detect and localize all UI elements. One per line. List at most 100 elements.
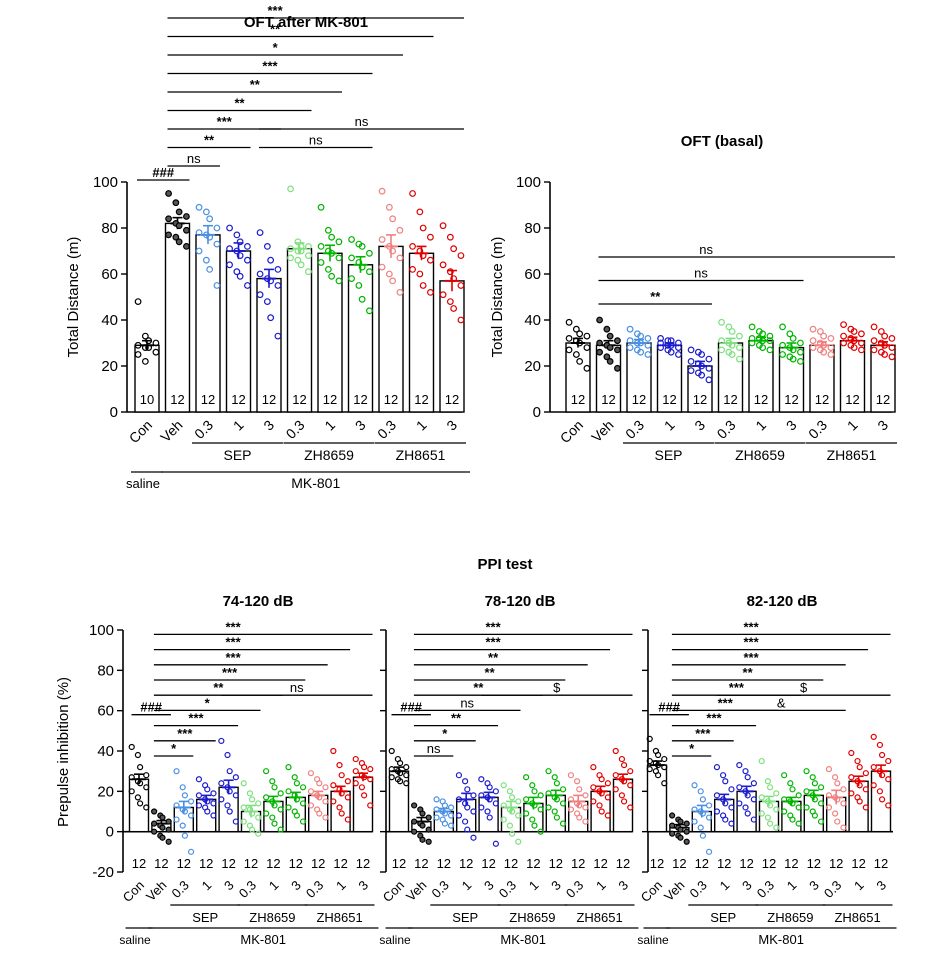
ppi_82-n-label: 12 [851, 856, 865, 871]
oft_after_mk801-data-point [358, 295, 366, 303]
oft_after_mk801-data-point [195, 247, 203, 255]
oft_after_mk801-saline-label: saline [126, 476, 160, 491]
oft-basal-title: OFT (basal) [681, 133, 764, 150]
oft_after_mk801-data-point [457, 282, 465, 289]
ppi_78-data-point [455, 772, 463, 779]
ppi_74-data-point [195, 776, 203, 783]
ppi_82-category-label: 3 [739, 878, 755, 894]
ppi-74-title: 74-120 dB [223, 593, 294, 610]
oft_basal-data-point [736, 332, 743, 340]
ppi_82-data-point [705, 814, 713, 821]
ppi_78-group-label-zh8651: ZH8651 [576, 910, 622, 925]
oft_after_mk801-data-point [305, 252, 312, 260]
oft_after_mk801-data-point [389, 215, 397, 223]
ppi_78-data-point [464, 804, 471, 811]
ppi_82-data-point [654, 751, 662, 759]
ppi_78-data-point [470, 834, 477, 841]
ppi_82-data-point [840, 800, 847, 807]
ppi_74-data-point [263, 810, 270, 817]
oft_after_mk801-data-point [206, 215, 214, 223]
oft_after_mk801-data-point [409, 242, 416, 250]
ppi_78-data-point [598, 776, 605, 783]
oft_after_mk801-data-point [450, 275, 458, 283]
ppi_82-data-point [764, 778, 772, 785]
oft_after_mk801-data-point [294, 247, 302, 255]
ppi_78-data-point [433, 796, 440, 803]
oft_basal-group-label-zh8659: ZH8659 [735, 447, 785, 463]
ppi_78-data-point [598, 808, 605, 815]
ppi_78-data-point [455, 812, 463, 819]
ppi_78-bar [478, 796, 499, 833]
oft_after_mk801-data-point [409, 190, 416, 197]
oft_basal-data-point [748, 335, 756, 342]
ppi_78-data-point [508, 794, 516, 801]
oft_after_mk801-significance-label: *** [262, 59, 278, 74]
ppi_74-category-label: Veh [143, 878, 169, 904]
oft_basal-data-point [596, 339, 603, 347]
ppi_78-category-label: 1 [459, 878, 475, 894]
oft_basal-data-point [858, 346, 865, 354]
oft_after_mk801-data-point [328, 233, 336, 241]
ppi_74-category-label: 0.3 [303, 878, 326, 901]
ppi_78-saline-label: saline [379, 933, 411, 947]
ppi_78-data-point [403, 780, 410, 787]
oft_basal-data-point [858, 339, 865, 347]
oft_after_mk801-significance-label: ### [152, 165, 174, 180]
ppi_78-data-point [425, 838, 432, 845]
oft_after_mk801-data-point [206, 266, 214, 273]
oft_after_mk801-data-point [141, 332, 149, 340]
ppi_82-data-point [728, 804, 735, 811]
oft_basal-data-point [596, 348, 603, 356]
oft_basal-category-label: 3 [783, 417, 800, 434]
ppi_78-data-point [559, 786, 567, 793]
ppi_74-data-point [187, 848, 195, 855]
oft_basal-data-point [705, 364, 713, 372]
ppi_74-significance-label: ### [140, 700, 162, 715]
oft_after_mk801-significance-label: ** [250, 77, 261, 92]
ppi_74-data-point [291, 774, 298, 781]
ppi_82-data-point [758, 794, 765, 801]
ppi_82-data-point [789, 816, 796, 823]
ppi_82-n-label: 12 [784, 856, 798, 871]
oft_after_mk801-data-point [141, 344, 149, 352]
oft_after_mk801-n-label: 12 [201, 392, 215, 407]
ppi_78-data-point [396, 778, 404, 785]
oft_basal-data-point [840, 321, 847, 329]
ppi_74-category-label: 0.3 [169, 878, 192, 901]
oft_basal-data-point [797, 339, 804, 347]
oft_basal-data-point [820, 341, 828, 349]
ppi_82-data-point [766, 820, 774, 827]
ppi_78-data-point [478, 776, 485, 783]
ppi_78-data-point [620, 762, 628, 769]
ppi_74-data-point [269, 814, 276, 821]
oft_after_mk801-data-point [450, 245, 458, 253]
oft_basal-n-label: 12 [632, 392, 646, 407]
ppi_78-data-point [419, 822, 426, 829]
oft_after_mk801-ytick-label: 80 [101, 220, 118, 237]
oft_after_mk801-data-point [195, 229, 203, 237]
ppi_74-data-point [165, 826, 172, 833]
ppi_82-data-point [691, 782, 698, 789]
ppi_82-data-point [654, 762, 662, 769]
ppi_78-data-point [574, 778, 581, 785]
oft_basal-data-point [766, 332, 774, 340]
ppi_74-data-point [352, 768, 359, 775]
oft_basal-data-point [565, 335, 573, 342]
ppi_74-data-point [173, 816, 180, 823]
ppi_74-data-point [232, 818, 239, 825]
oft_after_mk801-data-point [348, 275, 355, 283]
oft_after_mk801-data-point [165, 231, 172, 239]
ppi_82-data-point [885, 776, 892, 783]
oft_after_mk801-data-point [416, 208, 424, 216]
oft_basal-data-point [840, 339, 847, 347]
ppi_78-data-point [627, 768, 634, 775]
ppi_82-data-point [781, 808, 788, 815]
ppi_74-data-point [224, 751, 231, 759]
ppi_74-bar [308, 794, 329, 833]
ppi_78-data-point [411, 828, 418, 835]
ppi_74-data-point [246, 790, 254, 797]
oft_after_mk801-data-point [175, 208, 183, 216]
oft_after_mk801-ytick-label: 100 [93, 174, 118, 191]
ppi_82-data-point [809, 774, 816, 781]
ppi_82-data-point [722, 778, 729, 785]
